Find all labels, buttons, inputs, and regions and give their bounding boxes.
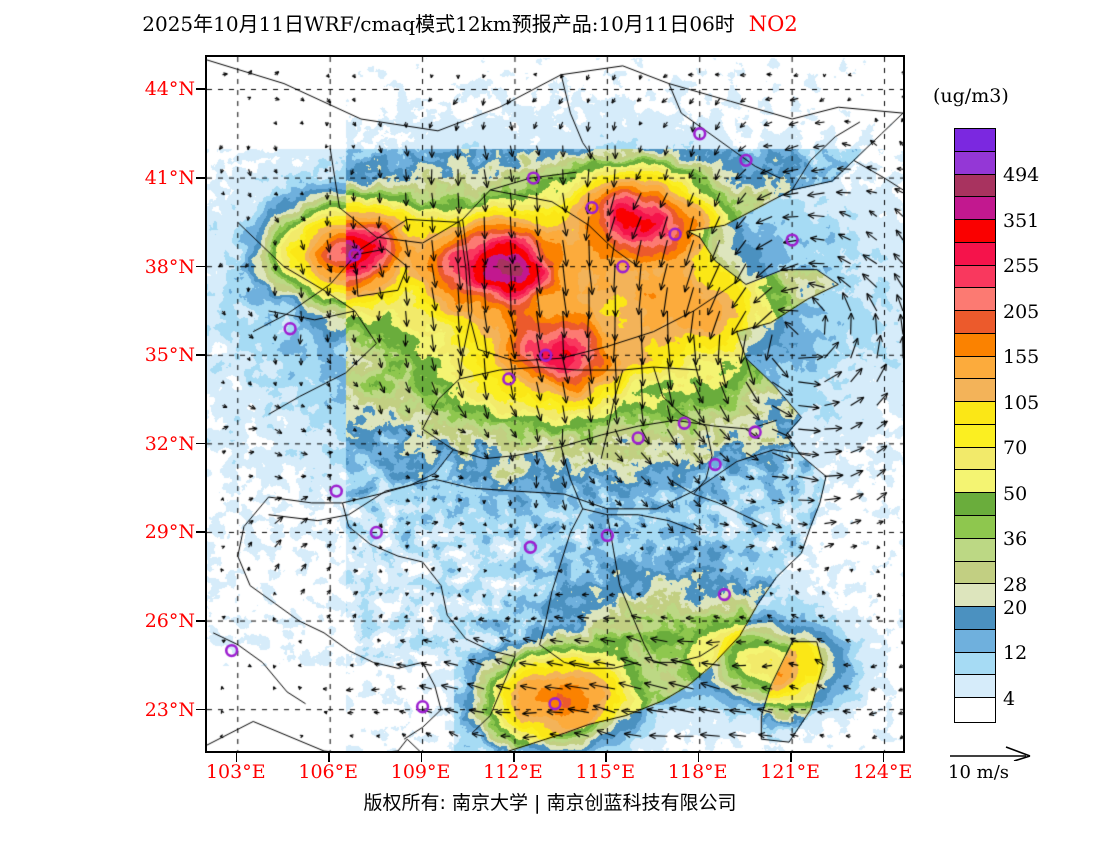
lat-tick-mark: [196, 442, 205, 445]
wind-arrow-icon: [948, 745, 1034, 762]
colorbar-band: [955, 242, 995, 266]
lat-tick-mark: [196, 88, 205, 91]
colorbar-band: [955, 379, 995, 403]
colorbar-band: [955, 675, 995, 699]
title-main-text: 2025年10月11日WRF/cmaq模式12km预报产品:10月11日06时: [142, 12, 735, 36]
colorbar-band: [955, 265, 995, 289]
colorbar-band: [955, 584, 995, 608]
title-species-label: NO2: [748, 12, 798, 36]
colorbar-tick-label: 105: [1003, 391, 1040, 414]
longitude-axis: 103°E 106°E 109°E 112°E 115°E 118°E 121°E 124°E: [0, 761, 1100, 791]
lon-tick-mark: [605, 753, 607, 762]
lat-tick-mark: [196, 531, 205, 534]
colorbar-band: [955, 151, 995, 175]
colorbar-tick-label: 494: [1003, 164, 1040, 187]
colorbar-band: [955, 424, 995, 448]
chart-title: 2025年10月11日WRF/cmaq模式12km预报产品:10月11日06时 N…: [0, 8, 940, 37]
colorbar-band: [955, 561, 995, 585]
wind-vector-canvas: [207, 57, 903, 751]
colorbar-band: [955, 333, 995, 357]
colorbar-tick-label: 4: [1003, 687, 1016, 710]
colorbar-band: [955, 402, 995, 425]
colorbar-tick-label: 28: [1003, 573, 1028, 596]
colorbar-band: [955, 538, 995, 562]
lat-tick-mark: [196, 708, 205, 711]
colorbar-band: [955, 652, 995, 676]
colorbar-tick-label: 20: [1003, 596, 1028, 619]
lat-tick-label: 23°N: [144, 698, 195, 721]
lat-tick-mark: [196, 354, 205, 356]
lon-tick-label: 124°E: [852, 761, 913, 783]
colorbar-tick-label: 205: [1003, 300, 1040, 323]
lat-tick-mark: [196, 620, 205, 622]
colorbar-tick-label: 12: [1003, 642, 1028, 665]
colorbar-band: [955, 607, 995, 630]
colorbar-band: [955, 311, 995, 334]
lon-tick-mark: [235, 753, 238, 762]
lat-tick-mark: [196, 265, 205, 268]
lon-tick-mark: [328, 753, 330, 762]
colorbar-band: [955, 629, 995, 653]
copyright-footer: 版权所有: 南京大学 | 南京创蓝科技有限公司: [363, 792, 737, 814]
lat-tick-label: 32°N: [144, 432, 195, 455]
lat-tick-label: 35°N: [144, 344, 195, 367]
lon-tick-mark: [790, 753, 792, 762]
lat-tick-label: 29°N: [144, 521, 195, 544]
wind-scale-label: 10 m/s: [948, 762, 1009, 783]
lon-tick-label: 109°E: [390, 761, 451, 783]
lon-tick-label: 115°E: [575, 761, 636, 783]
lon-tick-label: 121°E: [760, 761, 820, 783]
lon-tick-mark: [420, 753, 423, 762]
lon-tick-label: 106°E: [298, 761, 358, 783]
lon-tick-mark: [882, 753, 885, 762]
colorbar-band: [955, 288, 995, 312]
colorbar-band: [955, 447, 995, 471]
lat-tick-label: 41°N: [144, 167, 195, 190]
lon-tick-mark: [512, 753, 515, 762]
colorbar-band: [955, 516, 995, 539]
colorbar-band: [955, 698, 995, 721]
colorbar-band: [955, 470, 995, 494]
colorbar-band: [955, 129, 995, 152]
colorbar-tick-label: 351: [1003, 209, 1040, 232]
colorbar-tick-label: 155: [1003, 346, 1040, 369]
lat-tick-label: 44°N: [144, 78, 195, 101]
colorbar-tick-label: 36: [1003, 528, 1028, 551]
lat-tick-label: 38°N: [144, 255, 195, 278]
forecast-map-plot[interactable]: [205, 55, 905, 753]
colorbar-band: [955, 220, 995, 243]
lon-tick-label: 103°E: [205, 761, 266, 783]
colorbar[interactable]: [954, 128, 996, 723]
colorbar-tick-label: 50: [1003, 482, 1028, 505]
colorbar-band: [955, 174, 995, 198]
wind-scale-key: 10 m/s: [948, 745, 1098, 783]
lon-tick-label: 112°E: [483, 761, 543, 783]
lon-tick-mark: [697, 753, 700, 762]
lat-tick-label: 26°N: [144, 610, 195, 633]
colorbar-band: [955, 493, 995, 517]
latitude-axis: 44°N 41°N 38°N 35°N 32°N 29°N 26°N 23°N: [95, 0, 195, 850]
colorbar-tick-label: 255: [1003, 255, 1040, 278]
colorbar-unit-label: (ug/m3): [933, 85, 1009, 107]
lon-tick-label: 118°E: [667, 761, 728, 783]
colorbar-band: [955, 356, 995, 380]
colorbar-tick-label: 70: [1003, 437, 1028, 460]
lat-tick-mark: [196, 177, 205, 179]
colorbar-band: [955, 197, 995, 221]
